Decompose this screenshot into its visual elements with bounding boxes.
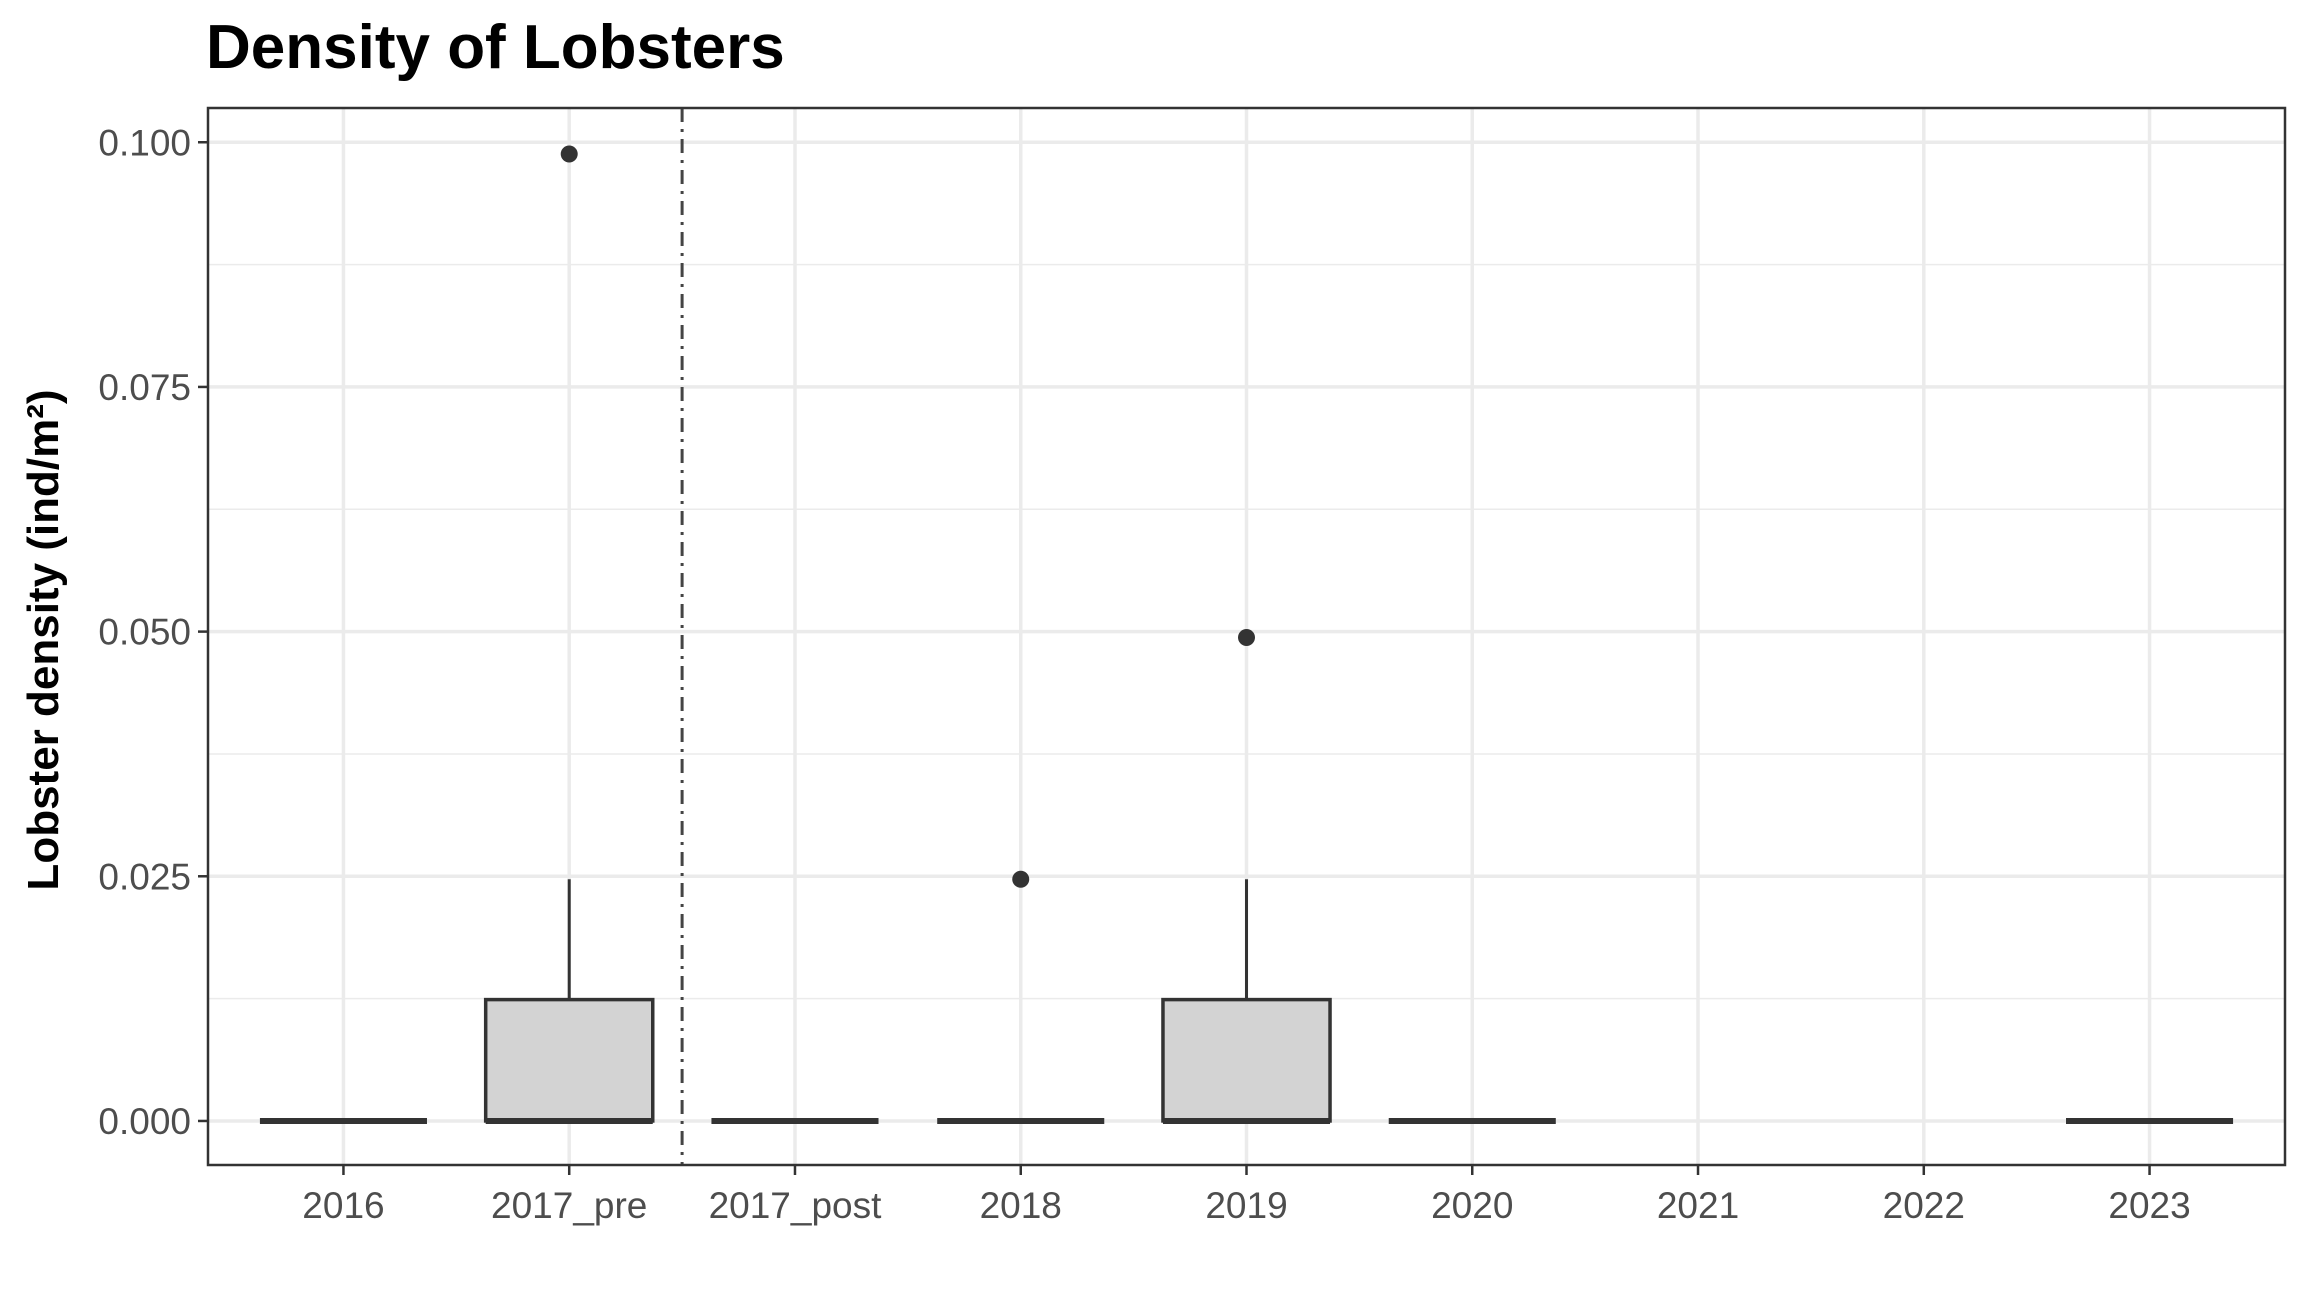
box-iqr — [483, 997, 655, 1123]
box-2019 — [1161, 628, 1332, 1124]
x-tick-label: 2020 — [1431, 1185, 1513, 1226]
y-axis-title: Lobster density (ind/m²) — [19, 389, 68, 890]
outlier-point — [1012, 870, 1030, 888]
x-tick-label: 2019 — [1205, 1185, 1287, 1226]
x-tick-label: 2021 — [1657, 1185, 1739, 1226]
boxes-layer — [259, 145, 2234, 1124]
box-2018 — [937, 870, 1105, 1124]
y-tick-label: 0.075 — [98, 367, 191, 408]
chart-title: Density of Lobsters — [206, 13, 785, 82]
outlier-point — [560, 145, 578, 163]
x-tick-label: 2016 — [302, 1185, 384, 1226]
box-iqr — [1161, 997, 1332, 1123]
x-tick-label: 2018 — [980, 1185, 1062, 1226]
y-tick-label: 0.050 — [98, 612, 191, 653]
y-tick-label: 0.025 — [98, 856, 191, 897]
x-tick-label: 2017_post — [709, 1185, 883, 1226]
x-tick-label: 2023 — [2108, 1185, 2190, 1226]
y-tick-label: 0.100 — [98, 122, 191, 163]
axis-ticks-layer: 0.000 0.025 0.050 0.075 0.100 2016 2017_pre 201… — [98, 122, 2190, 1226]
y-tick-label: 0.000 — [98, 1101, 191, 1142]
x-tick-label: 2022 — [1883, 1185, 1965, 1226]
x-tick-label: 2017_pre — [491, 1185, 647, 1226]
outlier-point — [1238, 628, 1255, 646]
box-2017_pre — [483, 145, 655, 1124]
